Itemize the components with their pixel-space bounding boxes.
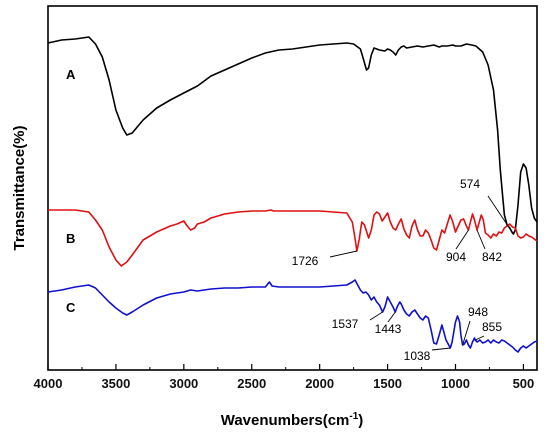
series-line-a bbox=[47, 36, 538, 235]
peak-annotation-948: 948 bbox=[468, 305, 488, 319]
annotation-leader bbox=[462, 320, 471, 346]
x-tick-label: 3000 bbox=[169, 376, 198, 391]
x-tick-label: 2500 bbox=[237, 376, 266, 391]
annotation-leader bbox=[455, 229, 469, 250]
peak-annotation-1537: 1537 bbox=[332, 317, 359, 331]
x-tick-label: 1000 bbox=[441, 376, 470, 391]
peak-annotation-842: 842 bbox=[482, 250, 502, 264]
annotation-leader bbox=[431, 347, 451, 351]
annotation-leader bbox=[387, 311, 396, 323]
peak-annotation-574: 574 bbox=[460, 177, 480, 191]
peak-annotation-1038: 1038 bbox=[404, 349, 431, 363]
annotation-leader bbox=[476, 229, 486, 250]
y-axis-title: Transmittance(%) bbox=[11, 125, 28, 250]
peak-annotation-1726: 1726 bbox=[292, 254, 319, 268]
series-label-a: A bbox=[66, 67, 76, 82]
x-axis-ticks: 4000 3500 3000 2500 2000 1500 1000 500 bbox=[34, 364, 535, 391]
annotation-leader bbox=[369, 311, 383, 321]
peak-annotation-904: 904 bbox=[446, 250, 466, 264]
x-tick-label: 1500 bbox=[373, 376, 402, 391]
annotation-leader bbox=[487, 195, 514, 235]
x-tick-label: 500 bbox=[513, 376, 535, 391]
series-label-c: C bbox=[66, 300, 76, 315]
annotation-leader bbox=[329, 250, 357, 258]
x-tick-label: 2000 bbox=[305, 376, 334, 391]
annotation-leader bbox=[475, 335, 485, 341]
series-line-c bbox=[47, 279, 538, 353]
peak-annotation-1443: 1443 bbox=[375, 322, 402, 336]
series-layer bbox=[47, 36, 538, 353]
x-axis-title: Wavenumbers(cm-1) bbox=[221, 411, 364, 429]
series-label-b: B bbox=[66, 231, 75, 246]
plot-frame bbox=[47, 5, 538, 371]
series-line-b bbox=[48, 209, 538, 267]
x-tick-label: 3500 bbox=[101, 376, 130, 391]
peak-annotation-855: 855 bbox=[482, 320, 502, 334]
x-tick-label: 4000 bbox=[34, 376, 63, 391]
